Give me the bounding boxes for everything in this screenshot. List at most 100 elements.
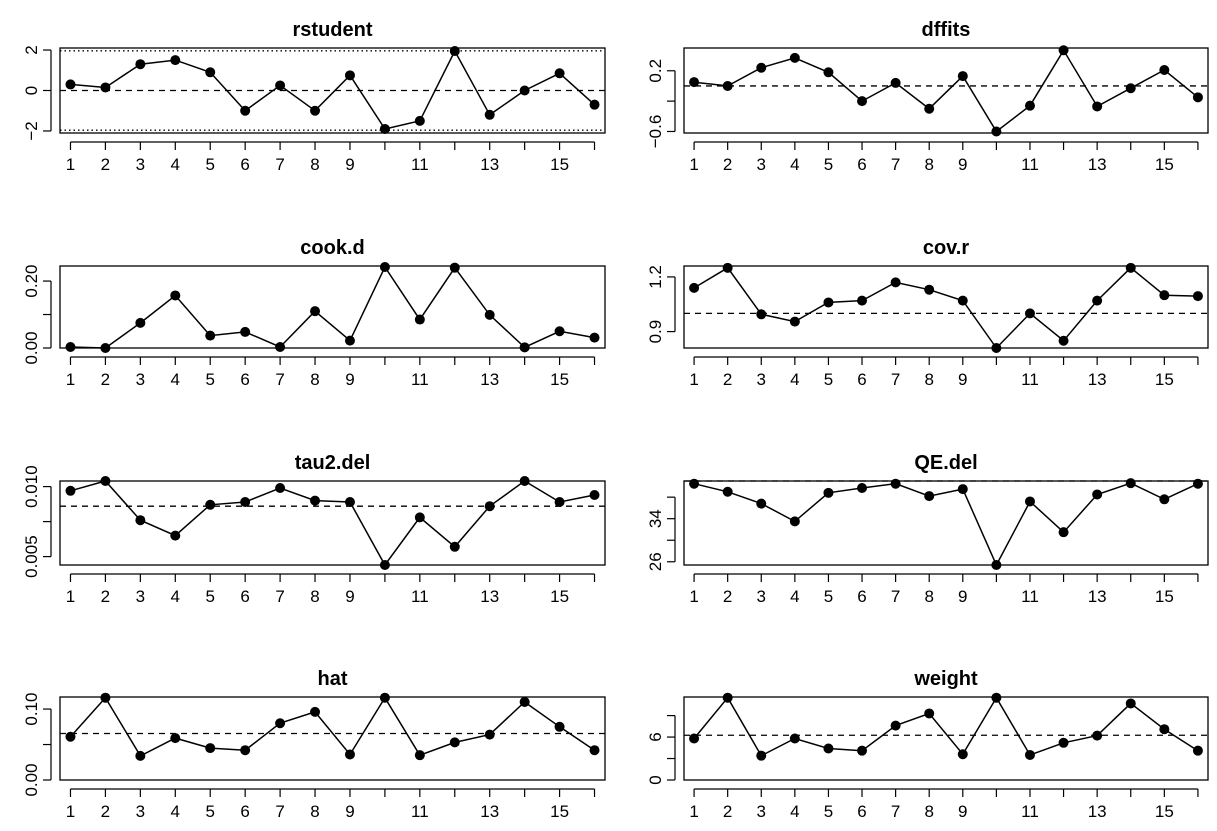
data-point	[100, 343, 111, 353]
series-line	[69, 696, 595, 757]
x-tick-label: 3	[136, 802, 145, 821]
x-tick-label: 4	[171, 370, 180, 389]
data-point	[519, 696, 530, 707]
data-point	[924, 708, 935, 719]
x-tick-label: 3	[757, 802, 766, 821]
data-point	[890, 720, 901, 731]
y-tick-label: 0.00	[22, 763, 41, 796]
data-point	[1058, 335, 1069, 346]
data-point	[519, 85, 530, 96]
data-point	[240, 326, 251, 337]
x-tick-label: 4	[171, 802, 180, 821]
x-tick-label: 1	[66, 587, 75, 606]
data-point	[857, 96, 868, 107]
x-tick-label: 5	[824, 802, 833, 821]
data-point	[1092, 730, 1103, 741]
data-point	[1024, 100, 1035, 111]
data-point	[1159, 290, 1170, 301]
data-point	[589, 490, 600, 500]
y-tick-label: 6	[646, 732, 665, 741]
x-tick-label: 8	[310, 802, 319, 821]
x-tick-label: 15	[550, 370, 569, 389]
data-point	[344, 335, 355, 346]
x-tick-label: 13	[480, 587, 499, 606]
data-point	[1159, 65, 1170, 76]
data-point	[823, 67, 834, 78]
data-point	[957, 295, 968, 306]
series-line	[693, 696, 1199, 757]
x-tick-label: 9	[345, 802, 354, 821]
data-point	[554, 326, 565, 337]
x-tick-label: 2	[723, 802, 732, 821]
data-point	[205, 67, 216, 78]
x-tick-label: 6	[240, 370, 249, 389]
data-point	[722, 486, 733, 497]
data-point	[689, 282, 700, 293]
x-tick-label: 13	[1088, 370, 1107, 389]
x-tick-label: 9	[958, 370, 967, 389]
data-point	[1192, 478, 1203, 489]
y-tick-label: 0.010	[22, 465, 41, 508]
data-point	[789, 52, 800, 63]
y-tick-label: 2	[22, 45, 41, 54]
data-point	[924, 284, 935, 295]
data-point	[589, 99, 600, 110]
x-tick-label: 11	[1021, 155, 1039, 174]
y-tick-label: 0.10	[22, 693, 41, 726]
data-point	[414, 115, 425, 126]
chart-title: dffits	[922, 19, 971, 41]
data-point	[484, 109, 495, 120]
series-line	[70, 265, 595, 349]
data-point	[554, 497, 565, 507]
data-point	[1058, 45, 1069, 56]
data-point	[1159, 724, 1170, 735]
data-point	[170, 290, 181, 301]
panel-weight: weight 1 2 3 4 5 6 7 8 9 11 13 15 0 6	[646, 668, 1209, 821]
x-tick-label: 8	[924, 587, 933, 606]
data-point	[991, 692, 1002, 703]
data-point	[890, 478, 901, 489]
x-tick-label: 1	[689, 587, 698, 606]
data-point	[1092, 295, 1103, 306]
data-point	[924, 491, 935, 502]
data-point	[1024, 308, 1035, 319]
data-point	[756, 62, 767, 73]
data-point	[275, 718, 286, 729]
x-tick-label: 11	[411, 370, 429, 389]
data-point	[205, 499, 216, 510]
x-tick-label: 9	[958, 155, 967, 174]
data-point	[823, 487, 834, 498]
data-point	[100, 82, 111, 93]
data-point	[240, 745, 251, 756]
data-point	[414, 512, 425, 523]
x-tick-label: 13	[1088, 155, 1107, 174]
data-point	[1125, 698, 1136, 709]
x-tick-label: 5	[205, 802, 214, 821]
x-tick-label: 1	[66, 155, 75, 174]
data-point	[379, 262, 390, 273]
x-tick-label: 7	[891, 802, 900, 821]
series-line	[694, 48, 1199, 133]
data-point	[170, 530, 181, 541]
x-tick-label: 11	[1021, 370, 1039, 389]
x-tick-label: 2	[101, 587, 110, 606]
x-tick-label: 15	[550, 587, 569, 606]
plot-frame	[683, 480, 1209, 566]
x-tick-label: 5	[824, 370, 833, 389]
data-point	[275, 341, 286, 352]
x-tick-label: 7	[275, 155, 284, 174]
x-tick-label: 9	[345, 587, 354, 606]
data-point	[310, 306, 321, 317]
x-tick-label: 4	[790, 587, 799, 606]
x-tick-label: 2	[101, 802, 110, 821]
data-point	[722, 80, 733, 91]
y-tick-label: 0.2	[646, 59, 665, 83]
data-point	[789, 316, 800, 327]
y-tick-label: 26	[646, 552, 665, 571]
x-tick-label: 13	[480, 155, 499, 174]
x-tick-label: 6	[857, 802, 866, 821]
y-tick-label: 0	[22, 86, 41, 95]
